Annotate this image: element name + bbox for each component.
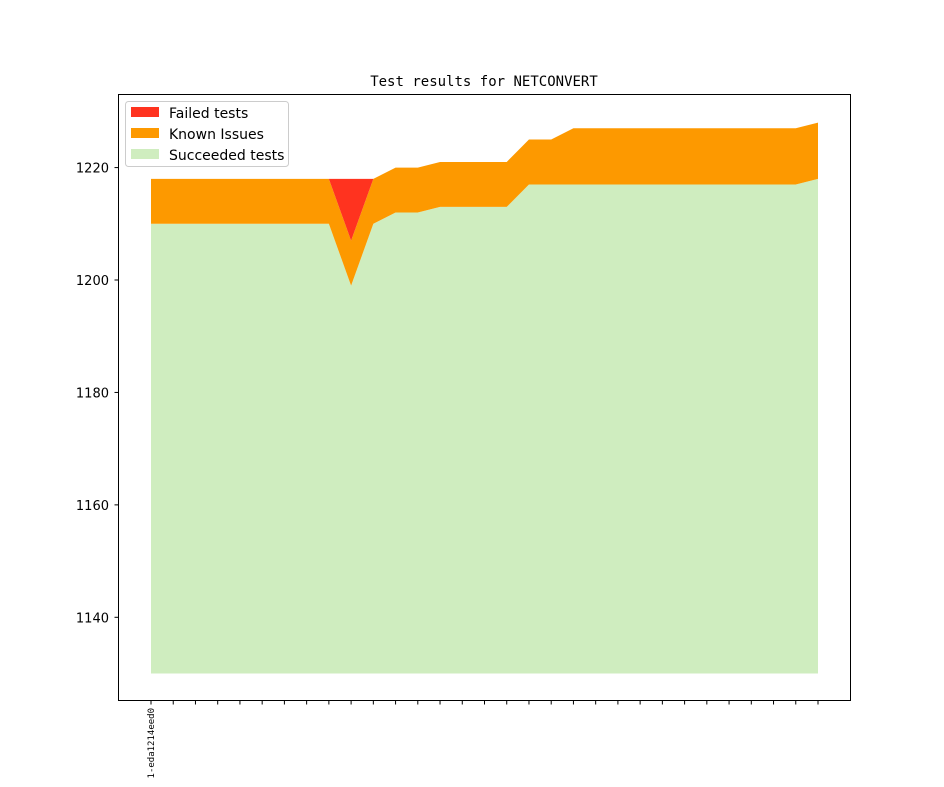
legend-swatch-failed <box>131 107 159 117</box>
legend-label-known: Known Issues <box>169 127 264 143</box>
y-tick-label: 1160 <box>76 499 109 514</box>
legend: Failed tests Known Issues Succeeded test… <box>125 101 289 167</box>
area-known-issues <box>151 122 818 286</box>
y-tick-label: 1200 <box>76 274 109 289</box>
y-tick-label: 1220 <box>76 162 109 177</box>
legend-box <box>125 101 289 167</box>
legend-swatch-known <box>131 128 159 138</box>
y-tick-label: 1140 <box>76 611 109 626</box>
legend-label-failed: Failed tests <box>169 106 248 122</box>
legend-swatch-succeeded <box>131 149 159 159</box>
area-succeeded-tests <box>151 178 818 674</box>
legend-label-succeeded: Succeeded tests <box>169 148 284 164</box>
x-tick-label: 1-eda1214eed0 <box>147 708 157 778</box>
chart-title: Test results for NETCONVERT <box>370 74 598 90</box>
y-tick-label: 1180 <box>76 386 109 401</box>
